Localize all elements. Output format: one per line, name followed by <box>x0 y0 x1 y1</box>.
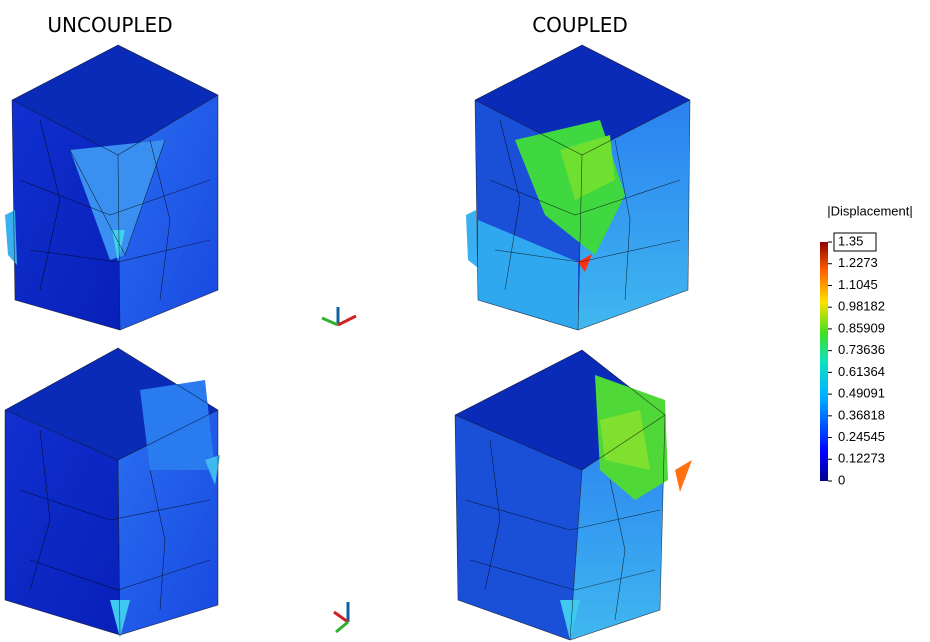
tick-label: 0.49091 <box>838 386 885 401</box>
tick-label: 0.85909 <box>838 320 885 335</box>
mesh-render <box>5 44 219 331</box>
mesh-render <box>454 349 692 641</box>
colorbar-title: |Displacement| <box>827 203 913 218</box>
tick-label: 0.36818 <box>838 407 885 422</box>
tick-label: 0.98182 <box>838 299 885 314</box>
colorbar <box>820 242 828 481</box>
tick-label: 0.61364 <box>838 364 885 379</box>
tick-label: 1.1045 <box>838 277 878 292</box>
axis-triad <box>321 307 357 634</box>
panel-title: COUPLED <box>532 13 628 37</box>
label-box <box>833 232 877 252</box>
tick-label: 0.73636 <box>838 342 885 357</box>
tick-label: 1.35 <box>838 233 863 248</box>
mesh-render <box>4 347 220 638</box>
tick-label: 0 <box>838 472 845 487</box>
mesh-render <box>466 44 691 331</box>
tick-label: 1.2273 <box>838 255 878 270</box>
tick-label: 0.12273 <box>838 451 885 466</box>
tick-label: 0.24545 <box>838 429 885 444</box>
panel-title: UNCOUPLED <box>47 13 172 37</box>
